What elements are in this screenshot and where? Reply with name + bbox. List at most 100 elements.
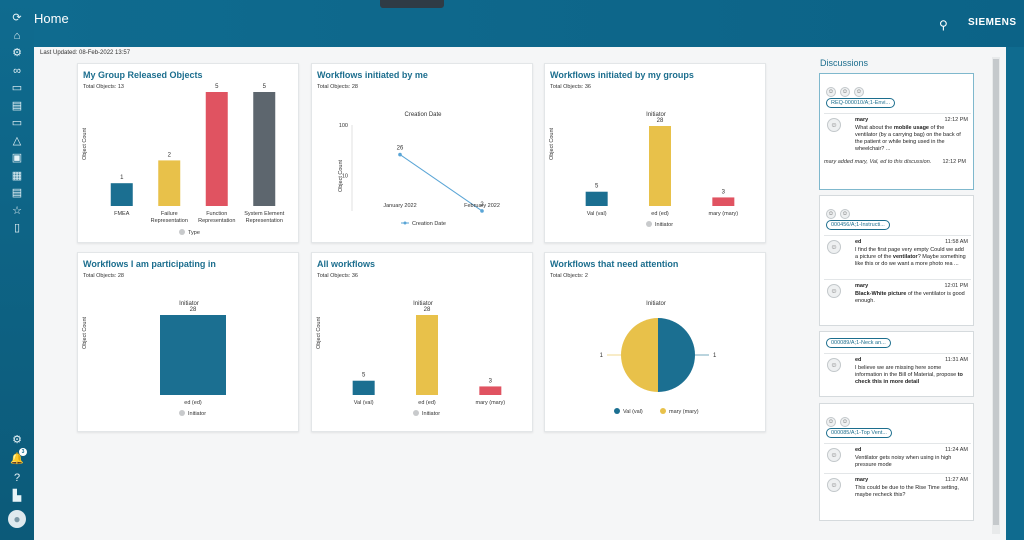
drag-handle[interactable] [380, 0, 444, 8]
image-icon[interactable]: ▣ [11, 152, 23, 164]
link-icon[interactable]: ∞ [13, 64, 21, 77]
card-title[interactable]: Workflows initiated by me [317, 70, 428, 80]
x-tick-label: Function [206, 211, 227, 217]
inbox-icon[interactable]: ▭ [11, 117, 23, 129]
chart-bar[interactable] [585, 191, 608, 206]
notifications-icon[interactable]: 🔔 [10, 453, 24, 465]
dashboard-card[interactable]: My Group Released Objects Total Objects: … [77, 63, 299, 243]
dashboard-card[interactable]: Workflows that need attention Total Objec… [544, 252, 766, 432]
chart-bar[interactable] [158, 160, 181, 206]
participant-avatar-icon[interactable]: ☺ [840, 87, 850, 97]
discussion-message[interactable]: ☺ mary 11:27 AM This could be due to the… [824, 473, 971, 503]
discussion-card[interactable]: ☺ ☺ ☺ REQ-000010/A;1-Envi... ☺ mary 12:12 P… [819, 73, 974, 190]
card-title[interactable]: Workflows I am participating in [83, 259, 216, 269]
participant-avatar-icon[interactable]: ☺ [826, 87, 836, 97]
object-chip[interactable]: 000456/A;1-Instructi... [826, 220, 890, 230]
object-chip[interactable]: 000089/A;1-Neck an... [826, 338, 891, 348]
discussion-activity-note: mary added mary, Val, ed to this discuss… [824, 159, 932, 165]
star-icon[interactable]: ☆ [12, 204, 22, 217]
message-text: Ventilator gets noisy when using in high… [855, 455, 952, 468]
discussion-message[interactable]: ☺ ed 11:31 AM I believe we are missing h… [824, 353, 971, 390]
x-tick-label: mary (mary) [476, 400, 506, 406]
y-tick-label: 100 [339, 123, 348, 129]
report-icon[interactable]: ▤ [11, 187, 23, 199]
participant-avatar-icon[interactable]: ☺ [840, 209, 850, 219]
participant-avatar-icon[interactable]: ☺ [826, 417, 836, 427]
message-text: I believe we are missing here some infor… [855, 365, 963, 385]
data-point[interactable] [480, 209, 484, 213]
author-avatar-icon: ☺ [827, 478, 841, 492]
scrollbar[interactable] [992, 57, 1000, 534]
org-icon[interactable]: ▙ [12, 490, 22, 502]
participant-avatar-icon[interactable]: ☺ [826, 209, 836, 219]
chart-bar[interactable] [352, 380, 375, 395]
help-icon[interactable]: ? [13, 472, 21, 484]
participant-avatar-icon[interactable]: ☺ [854, 87, 864, 97]
card-title[interactable]: All workflows [317, 259, 376, 269]
home-icon[interactable]: ⌂ [13, 29, 21, 42]
document-icon[interactable]: ▤ [11, 99, 23, 112]
slice-value-label: 1 [600, 353, 604, 359]
chart: Initiator Object Count 5 Val (val) 28 ed (ed)… [549, 112, 738, 228]
legend-label: Creation Date [412, 221, 446, 227]
series-line [399, 154, 483, 212]
data-point[interactable] [398, 152, 402, 157]
discussion-card[interactable]: ☺ ☺ 000456/A;1-Instructi... ☺ ed 11:58 AM … [819, 195, 974, 326]
object-chip[interactable]: 000085/A;1-Top Vent... [826, 428, 892, 438]
pie-slice[interactable] [621, 318, 658, 392]
settings-icon[interactable]: ⚙ [12, 434, 22, 446]
file-icon[interactable]: ▯ [13, 222, 21, 234]
scrollbar-thumb[interactable] [993, 59, 999, 525]
folder-icon[interactable]: ▭ [11, 82, 23, 94]
activity-time: 12:12 PM [942, 159, 966, 165]
refresh-icon[interactable]: ⟳ [12, 12, 22, 24]
chart-bar[interactable] [479, 386, 502, 395]
triangle-icon[interactable]: △ [12, 134, 22, 147]
card-title[interactable]: Workflows initiated by my groups [550, 70, 694, 80]
pie-slice[interactable] [658, 318, 695, 392]
message-author: mary [855, 283, 869, 289]
discussion-message[interactable]: ☺ ed 11:58 AM I find the first page very… [824, 235, 971, 279]
card-title[interactable]: Workflows that need attention [550, 259, 679, 269]
discussion-message[interactable]: ☺ ed 11:24 AM Ventilator gets noisy when… [824, 443, 971, 473]
participants-row: ☺ ☺ ☺ [826, 80, 868, 98]
chart-bar[interactable] [110, 183, 133, 206]
legend-label: Initiator [422, 411, 440, 417]
chart: Initiator 1 1 Val (val) mary (mary) [600, 301, 717, 415]
settings-gear-icon[interactable]: ⚙ [12, 47, 22, 59]
participant-avatar-icon[interactable]: ☺ [840, 417, 850, 427]
chart-title: Initiator [646, 301, 666, 307]
dashboard-card[interactable]: Workflows initiated by me Total Objects: … [311, 63, 533, 243]
discussion-message[interactable]: ☺ mary 12:01 PM Black-White picture of t… [824, 279, 971, 309]
y-axis-label: Object Count [82, 316, 88, 349]
message-author: mary [855, 477, 869, 483]
discussion-message[interactable]: ☺ mary 12:12 PM What about the mobile us… [824, 113, 971, 157]
top-header: Home ⚲ SIEMENS [34, 0, 1024, 47]
object-chip[interactable]: REQ-000010/A;1-Envi... [826, 98, 896, 108]
search-icon[interactable]: ⚲ [939, 18, 948, 32]
slice-value-label: 1 [713, 353, 717, 359]
x-tick-label: ed (ed) [418, 400, 436, 406]
chart-bar[interactable] [649, 126, 671, 206]
chart-bar[interactable] [712, 197, 735, 206]
discussion-card[interactable]: ☺ ☺ 000085/A;1-Top Vent... ☺ ed 11:24 AM V… [819, 403, 974, 521]
chart-bar[interactable] [160, 315, 226, 395]
bar-value-label: 1 [120, 175, 124, 181]
schedule-icon[interactable]: ▦ [11, 169, 23, 182]
user-avatar-icon[interactable]: ● [8, 510, 26, 528]
chart-bar[interactable] [253, 92, 276, 206]
card-title[interactable]: My Group Released Objects [83, 70, 203, 80]
bar-value-label: 5 [215, 84, 219, 90]
discussion-card[interactable]: 000089/A;1-Neck an... ☺ ed 11:31 AM I be… [819, 331, 974, 397]
dashboard-card[interactable]: Workflows I am participating in Total Obj… [77, 252, 299, 432]
y-axis-label: Object Count [82, 127, 88, 160]
legend-swatch [179, 229, 185, 235]
dashboard-card[interactable]: Workflows initiated by my groups Total Ob… [544, 63, 766, 243]
x-tick-label: System Element [244, 211, 285, 217]
page-title: Home [34, 11, 69, 26]
message-time: 11:58 AM [945, 239, 968, 245]
message-text: This could be due to the Rise Time setti… [855, 485, 959, 498]
dashboard-card[interactable]: All workflows Total Objects: 36 Initiator O… [311, 252, 533, 432]
chart-bar[interactable] [205, 92, 228, 206]
chart-bar[interactable] [416, 315, 438, 395]
